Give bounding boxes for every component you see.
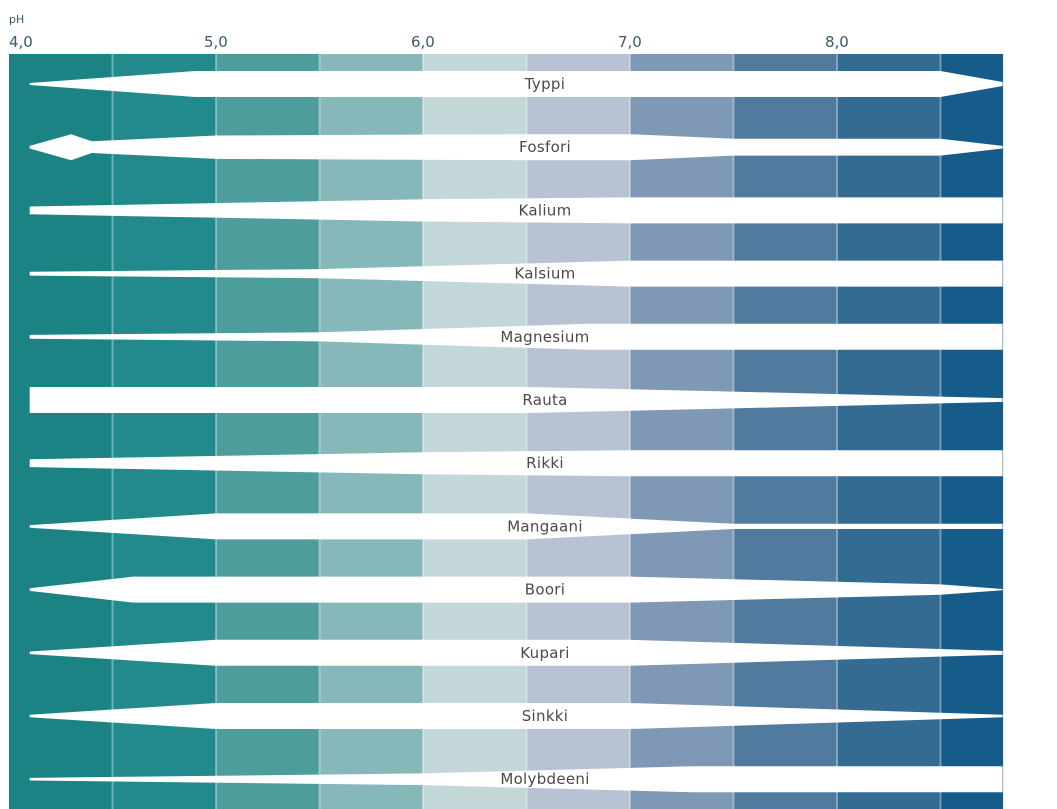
nutrient-label: Magnesium xyxy=(500,328,589,346)
nutrient-label: Mangaani xyxy=(507,517,583,535)
nutrient-band-row: Magnesium xyxy=(29,323,1003,350)
tick-label-0: 4,0 xyxy=(9,33,33,51)
ph-zone-0 xyxy=(9,54,113,809)
nutrient-band-row: Mangaani xyxy=(29,513,1003,540)
ph-zone-4 xyxy=(423,54,527,809)
nutrient-band-row: Fosfori xyxy=(29,134,1003,161)
nutrient-band-row: Molybdeeni xyxy=(29,766,1003,793)
nutrient-band-magnesium xyxy=(29,323,1003,350)
nutrient-band-row: Rikki xyxy=(29,450,1003,477)
nutrient-band-row: Kalium xyxy=(29,197,1003,224)
tick-label-2: 6,0 xyxy=(411,33,435,51)
nutrient-band-fosfori xyxy=(29,134,1003,161)
nutrient-band-sinkki xyxy=(29,703,1003,729)
nutrient-label: Kalium xyxy=(518,201,571,219)
nutrient-band-typpi xyxy=(29,71,1003,97)
nutrient-band-kalsium xyxy=(29,260,1003,287)
ph-zone-9 xyxy=(940,54,1004,809)
nutrient-band-row: Rauta xyxy=(29,387,1003,413)
nutrient-label: Rikki xyxy=(526,454,564,472)
tick-label-3: 7,0 xyxy=(618,33,642,51)
nutrient-band-row: Kupari xyxy=(29,639,1003,666)
nutrient-band-molybdeeni xyxy=(29,766,1003,793)
ph-zone-3 xyxy=(319,54,424,809)
nutrient-band-row: Kalsium xyxy=(29,260,1003,287)
tick-label-1: 5,0 xyxy=(204,33,228,51)
nutrient-band-kupari xyxy=(29,639,1003,666)
nutrient-band-row: Typpi xyxy=(29,71,1003,97)
nutrient-label: Typpi xyxy=(524,75,565,93)
nutrient-label: Kupari xyxy=(520,644,569,662)
nutrient-band-row: Boori xyxy=(29,576,1003,603)
ph-zone-8 xyxy=(837,54,941,809)
nutrient-label: Boori xyxy=(525,581,565,599)
nutrient-band-boori xyxy=(29,576,1003,603)
ph-zone-5 xyxy=(526,54,631,809)
nutrient-band-row: Sinkki xyxy=(29,703,1003,729)
ph-zone-6 xyxy=(630,54,734,809)
ph-zone-7 xyxy=(733,54,838,809)
nutrient-label: Molybdeeni xyxy=(500,770,589,788)
nutrient-label: Rauta xyxy=(522,391,567,409)
nutrient-band-rikki xyxy=(29,450,1003,477)
nutrient-label: Sinkki xyxy=(522,707,569,725)
ph-zones xyxy=(9,54,1004,809)
ph-axis: pH 4,0 5,0 6,0 7,0 8,0 xyxy=(9,13,849,51)
axis-unit-label: pH xyxy=(9,13,24,26)
ph-zone-1 xyxy=(112,54,217,809)
nutrient-band-rauta xyxy=(29,387,1003,413)
nutrient-bands: Typpi Fosfori Kalium Kalsium Magnesium Rauta R… xyxy=(29,71,1003,793)
ph-zone-2 xyxy=(216,54,320,809)
nutrient-label: Kalsium xyxy=(514,265,575,283)
nutrient-band-kalium xyxy=(29,197,1003,224)
nutrient-band-mangaani xyxy=(29,513,1003,540)
nutrient-label: Fosfori xyxy=(519,138,571,156)
tick-label-4: 8,0 xyxy=(825,33,849,51)
zone-dividers xyxy=(111,54,942,809)
